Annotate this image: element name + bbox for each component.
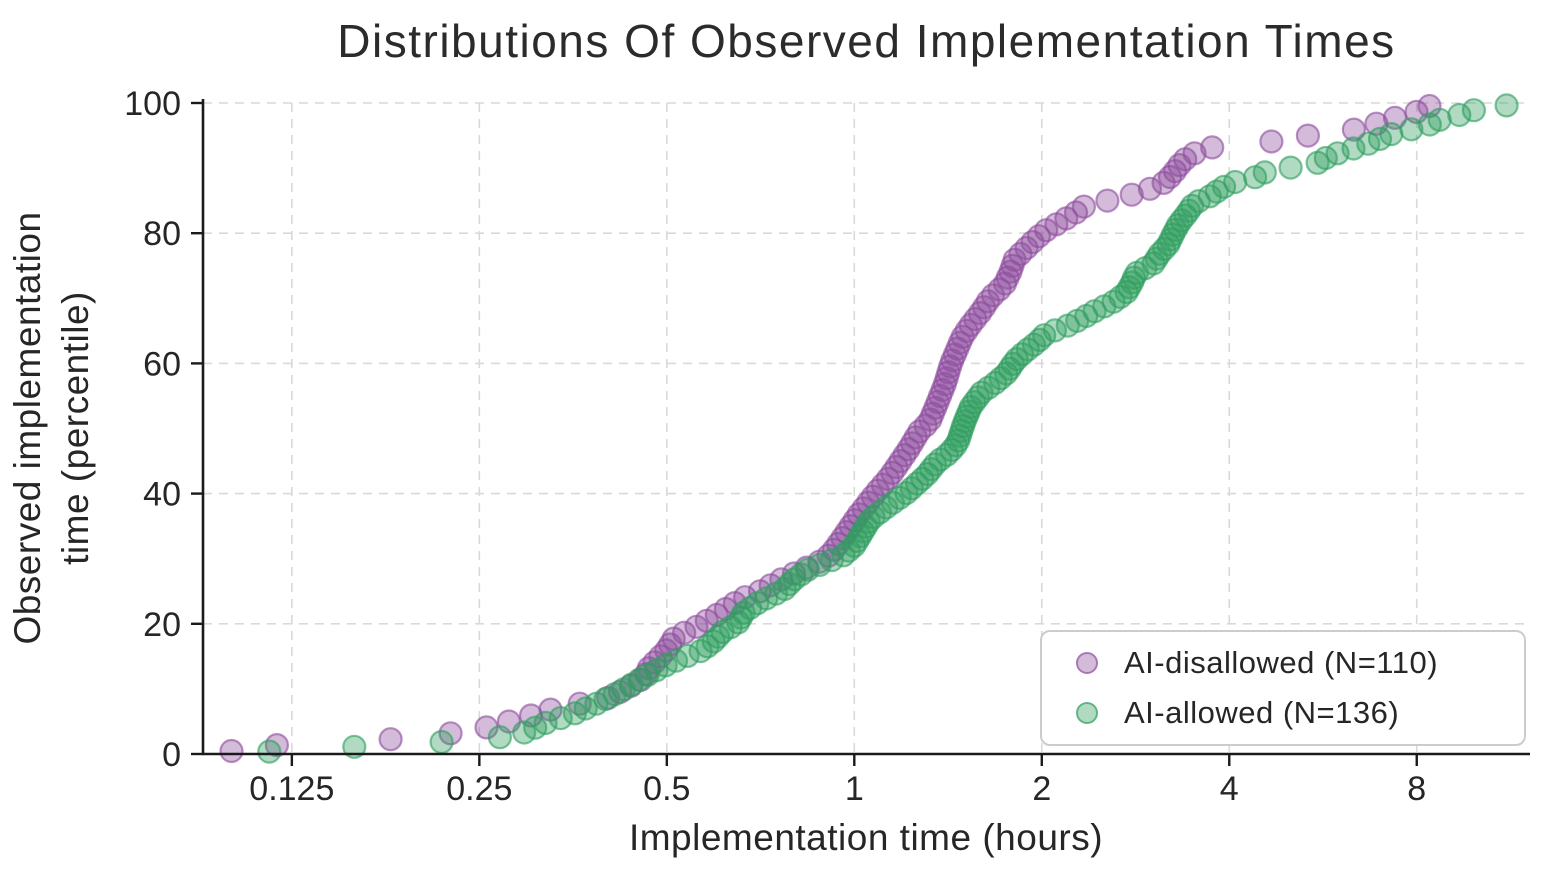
x-axis-label: Implementation time (hours) [629,817,1103,858]
data-point [1447,102,1472,128]
data-point [1399,117,1424,142]
data-point [1259,129,1284,154]
data-point [675,643,700,669]
data-point [1119,182,1144,207]
series-ai-allowed-n-136- [257,93,1519,764]
data-point [1295,123,1321,148]
x-tick-label: 2 [1032,770,1051,808]
data-point [1223,169,1248,195]
data-point [548,705,573,731]
data-point [1427,107,1452,132]
data-point [1278,155,1303,180]
data-point [1200,135,1225,160]
legend: AI-disallowed (N=110) AI-allowed (N=136) [1040,630,1526,746]
data-point [342,734,367,759]
data-point [1252,160,1277,185]
chart-title: Distributions Of Observed Implementation… [337,15,1396,67]
y-tick-label: 20 [143,606,181,644]
data-point [378,727,403,752]
data-point [1182,141,1207,166]
data-point [429,729,454,755]
data-point [257,739,282,764]
x-tick-label: 0.125 [249,770,334,808]
data-point [1095,188,1120,213]
legend-row-ai-allowed: AI-allowed (N=136) [1076,695,1524,731]
data-point [1341,117,1367,142]
y-tick-label: 60 [143,345,181,383]
data-point [1341,136,1366,161]
data-point [672,620,697,645]
y-axis-label-line2: time (percentile) [55,291,96,565]
legend-label-ai-allowed: AI-allowed (N=136) [1124,695,1400,730]
data-point [1379,122,1404,147]
data-point [1494,93,1519,118]
legend-row-ai-disallowed: AI-disallowed (N=110) [1076,645,1524,681]
x-tick-label: 0.25 [446,770,512,808]
y-axis-label-line1: Observed implementation [7,211,48,644]
data-point [219,738,244,764]
data-point [1071,194,1097,219]
data-point [1461,98,1487,123]
points-layer [219,93,1519,764]
legend-marker-purple-icon [1076,652,1098,674]
y-tick-label: 100 [124,85,181,123]
data-point [533,710,558,736]
legend-label-ai-disallowed: AI-disallowed (N=110) [1124,645,1439,680]
x-tick-label: 4 [1220,770,1239,808]
y-tick-label: 0 [162,736,181,774]
axes-layer [191,99,1530,766]
data-point [1137,176,1163,201]
y-tick-label: 40 [143,476,181,514]
data-point [487,725,512,750]
y-tick-label: 80 [143,215,181,253]
x-tick-label: 0.5 [643,770,690,808]
legend-marker-green-icon [1076,702,1098,724]
data-point [807,552,832,578]
x-tick-label: 8 [1407,770,1426,808]
x-tick-label: 1 [845,770,864,808]
data-point [1042,318,1068,343]
data-point [438,721,463,746]
